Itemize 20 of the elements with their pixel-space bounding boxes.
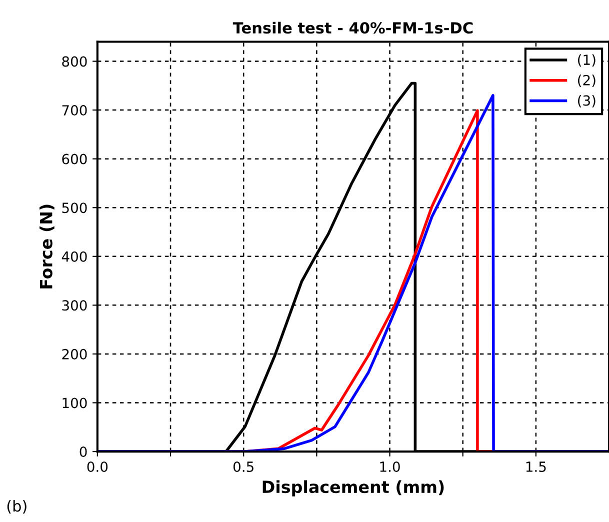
y-tick-label: 300 bbox=[62, 300, 87, 311]
y-tick-label: 100 bbox=[62, 398, 87, 408]
y-tick-label: 0 bbox=[80, 446, 87, 458]
y-tick-label: 400 bbox=[62, 251, 87, 262]
y-tick-label: 700 bbox=[62, 105, 87, 116]
y-tick-label: 500 bbox=[62, 202, 87, 214]
x-tick-label: 0.0 bbox=[87, 461, 108, 472]
y-tick-label: 800 bbox=[62, 56, 87, 67]
y-axis-title: Force (N) bbox=[40, 204, 54, 288]
chart-title: Tensile test - 40%-FM-1s-DC bbox=[232, 22, 473, 34]
legend-label: (1) bbox=[578, 54, 596, 67]
y-tick-label: 600 bbox=[62, 154, 87, 164]
x-tick-label: 1.5 bbox=[526, 462, 546, 472]
legend-label: (3) bbox=[578, 95, 596, 108]
x-axis-title: Displacement (mm) bbox=[262, 480, 444, 496]
y-tick-label: 200 bbox=[62, 348, 87, 360]
legend-label: (2) bbox=[578, 74, 596, 88]
x-tick-label: 1.0 bbox=[380, 461, 400, 472]
text: (b) bbox=[7, 500, 26, 514]
x-tick-label: 0.5 bbox=[233, 461, 254, 472]
